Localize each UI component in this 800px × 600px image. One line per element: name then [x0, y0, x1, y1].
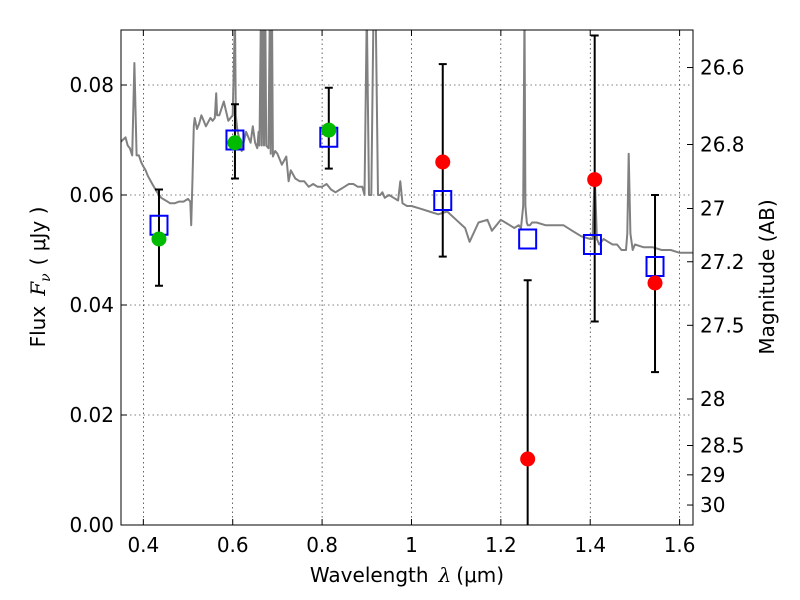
data-point [151, 231, 167, 247]
y-axis-title-sub: ν [38, 273, 54, 282]
x-axis-title-text: Wavelength [310, 563, 429, 587]
y-axis-title-symbol: F [26, 281, 50, 297]
data-point [647, 275, 663, 291]
plot-frame [120, 29, 694, 526]
x-tick-label: 1.4 [574, 533, 606, 557]
plot-background [121, 30, 693, 525]
x-tick-label: 0.4 [127, 533, 159, 557]
data-point [520, 451, 536, 467]
x-axis-title: Wavelength λ (μm) [310, 563, 504, 587]
y-tick-label: 0.04 [69, 293, 114, 317]
y2-tick-label: 28.5 [700, 434, 745, 458]
y-tick-label: 0.00 [69, 513, 114, 537]
x-axis-title-unit: (μm) [456, 563, 504, 587]
y-axis-title-unit: ( μJy ) [26, 207, 50, 266]
y-tick-label: 0.06 [69, 183, 114, 207]
x-tick-label: 0.6 [217, 533, 249, 557]
y2-tick-label: 26.8 [700, 132, 745, 156]
data-point [321, 122, 337, 138]
y2-tick-label: 27.5 [700, 313, 745, 337]
y-axis-title: Flux Fν ( μJy ) [26, 207, 54, 348]
data-point [227, 135, 243, 151]
y2-axis-title: Magnitude (AB) [755, 199, 779, 354]
y2-tick-labels: 26.6 26.8 27 27.2 27.5 28 28.5 29 30 [700, 56, 745, 518]
y2-tick-label: 27 [700, 197, 725, 221]
model-square [433, 190, 453, 211]
y2-tick-label: 28 [700, 387, 725, 411]
x-tick-labels: 0.4 0.6 0.8 1 1.2 1.4 1.6 [127, 533, 695, 557]
x-tick-label: 1.2 [485, 533, 517, 557]
y-tick-label: 0.08 [69, 73, 114, 97]
y2-tick-label: 27.2 [700, 250, 745, 274]
grid-lines [121, 30, 693, 525]
x-tick-label: 1.6 [664, 533, 696, 557]
data-point [587, 172, 603, 188]
model-square [518, 228, 538, 250]
model-square [582, 234, 602, 255]
x-tick-label: 0.8 [306, 533, 338, 557]
data-point [435, 154, 451, 170]
model-spectrum [121, 30, 693, 254]
y2-tick-label: 29 [700, 463, 725, 487]
x-axis-title-symbol: λ [438, 563, 452, 587]
spectrum-line [121, 30, 693, 254]
y-tick-labels: 0.00 0.02 0.04 0.06 0.08 [69, 73, 114, 537]
axis-ticks [121, 30, 693, 526]
y2-tick-label: 30 [700, 493, 725, 517]
y2-tick-label: 26.6 [700, 56, 745, 80]
observed-points [151, 122, 663, 467]
y-axis-title-text: Flux [26, 306, 50, 348]
x-tick-label: 1 [405, 533, 418, 557]
y-tick-label: 0.02 [69, 403, 114, 427]
